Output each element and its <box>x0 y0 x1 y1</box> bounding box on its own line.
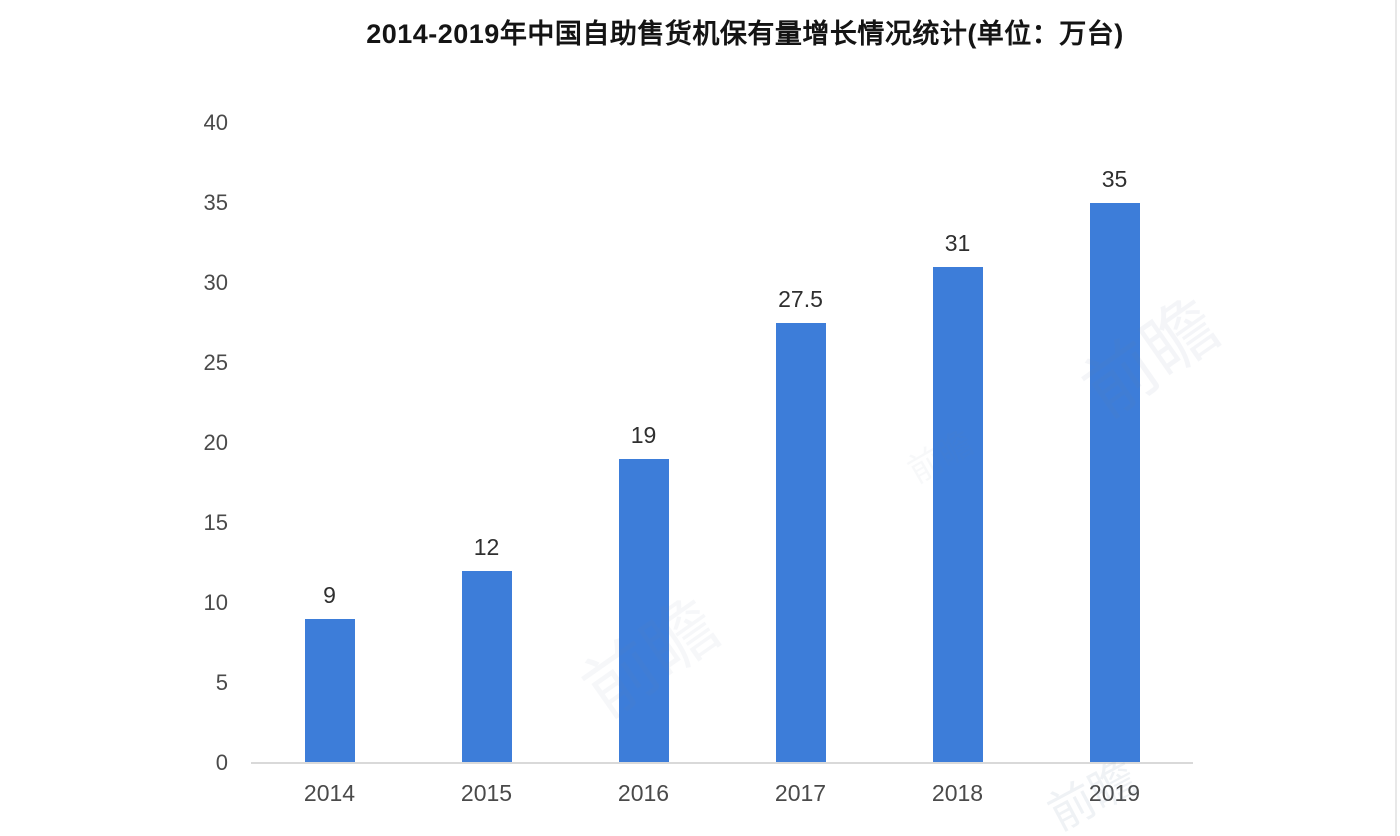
x-tick-label: 2014 <box>303 780 356 806</box>
chart-title: 2014-2019年中国自助售货机保有量增长情况统计(单位：万台) <box>366 19 1124 49</box>
x-tick-label: 2017 <box>774 780 827 806</box>
y-tick-label: 15 <box>203 510 228 535</box>
bar-2016 <box>618 459 669 763</box>
x-tick-label: 2019 <box>1088 780 1141 806</box>
bar-value-label: 19 <box>630 422 657 448</box>
y-tick-label: 30 <box>203 270 228 295</box>
y-tick-label: 35 <box>203 190 228 215</box>
watermark: 前瞻 <box>1069 284 1234 433</box>
bar-value-label: 12 <box>473 534 500 560</box>
y-tick-label: 0 <box>215 750 228 775</box>
right-edge-divider <box>1395 0 1397 836</box>
bar-value-label: 9 <box>323 582 336 608</box>
x-axis-line <box>251 762 1193 764</box>
bar-2017 <box>775 323 826 763</box>
bar-value-label: 27.5 <box>778 286 823 312</box>
y-tick-label: 25 <box>203 350 228 375</box>
y-tick-label: 40 <box>203 110 228 135</box>
y-tick-label: 5 <box>215 670 228 695</box>
y-tick-label: 10 <box>203 590 228 615</box>
bar-2018 <box>932 267 983 763</box>
y-tick-label: 20 <box>203 430 228 455</box>
bar-value-label: 31 <box>944 230 971 256</box>
bar-2015 <box>461 571 512 763</box>
x-tick-label: 2016 <box>617 780 670 806</box>
bar-2014 <box>304 619 355 763</box>
x-tick-label: 2018 <box>931 780 984 806</box>
bar-2019 <box>1089 203 1140 763</box>
x-tick-label: 2015 <box>460 780 513 806</box>
bar-value-label: 35 <box>1101 166 1128 192</box>
